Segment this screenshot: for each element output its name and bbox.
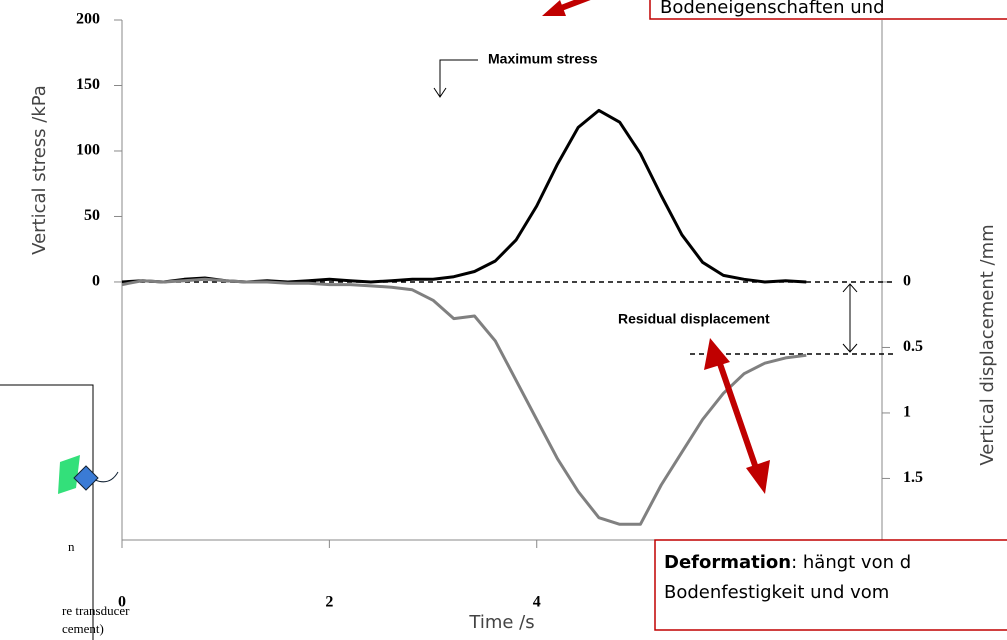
y2-tick-label: 0.5 xyxy=(903,338,923,355)
y2-tick-label: 1.5 xyxy=(903,469,923,486)
x-tick-label: 4 xyxy=(533,594,541,611)
callout-text: Deformation: hängt von d xyxy=(664,552,911,573)
y-tick-label: 0 xyxy=(92,273,100,290)
callout-bold: Deformation xyxy=(664,552,791,573)
y-axis-title: Vertical stress /kPa xyxy=(29,85,50,255)
callout-text: Bodeneigenschaften und xyxy=(660,0,885,18)
y2-axis-title: Vertical displacement /mm xyxy=(977,224,998,465)
inset-text: re transducer xyxy=(62,603,130,618)
x-axis-title: Time /s xyxy=(468,612,534,633)
double-arrow xyxy=(704,338,770,494)
inset-text: cement) xyxy=(62,621,104,636)
inset-text: n xyxy=(68,539,75,554)
y-tick-label: 50 xyxy=(84,207,100,224)
series-line xyxy=(122,110,806,282)
x-tick-label: 2 xyxy=(325,594,333,611)
y-tick-label: 150 xyxy=(76,76,100,93)
callout-rest: : hängt von d xyxy=(791,552,911,573)
inset-box xyxy=(0,385,93,640)
callout-text: Bodenfestigkeit und vom xyxy=(664,582,889,603)
annotation: Residual displacement xyxy=(618,311,770,327)
y2-tick-label: 1 xyxy=(903,404,911,421)
annotation: Maximum stress xyxy=(488,51,598,67)
y-tick-label: 200 xyxy=(76,11,100,28)
chart: 05010015020000.511.50246Time /sVertical … xyxy=(0,0,1007,640)
y2-tick-label: 0 xyxy=(903,273,911,290)
y-tick-label: 100 xyxy=(76,142,100,159)
arrow xyxy=(542,0,598,16)
annotation-arrow xyxy=(434,60,478,97)
